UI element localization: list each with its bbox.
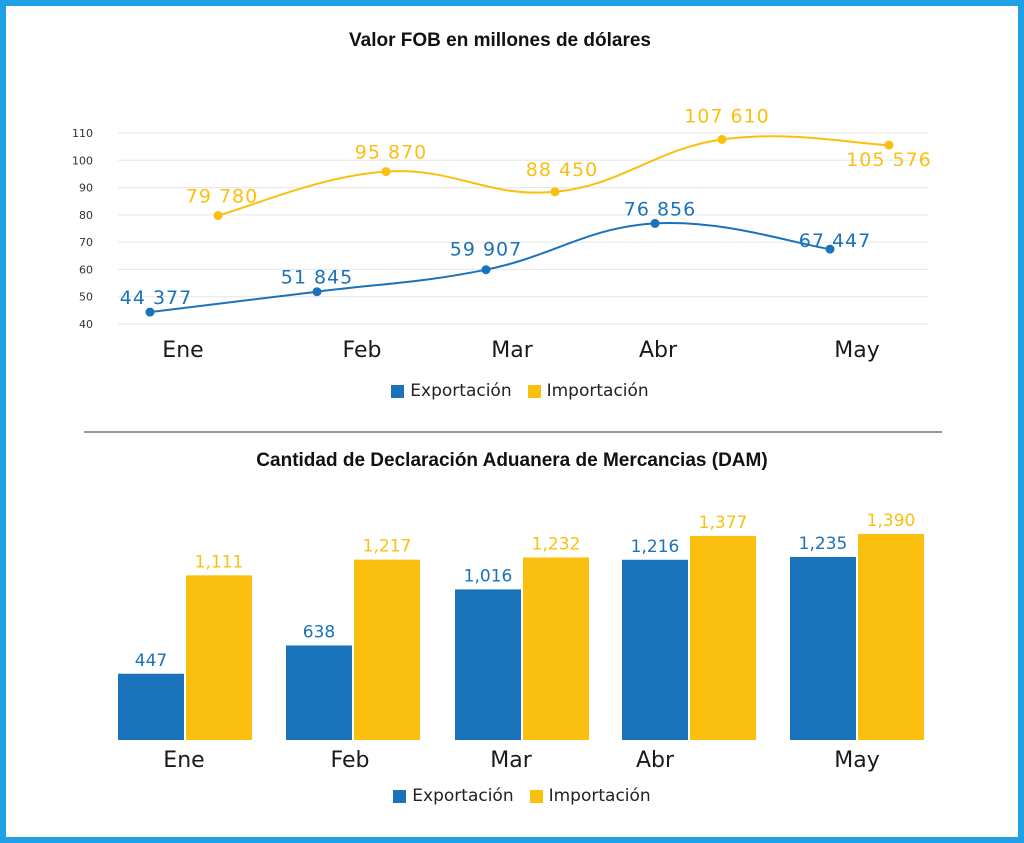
bar-import [523,557,589,740]
y-tick-label: 110 [72,127,93,140]
bar-export [118,673,184,740]
bar-value-label-import: 1,111 [195,552,244,572]
y-tick-label: 90 [79,182,93,195]
data-point-import [884,140,894,150]
data-label-import: 107 610 [684,106,770,128]
bar-chart-title: Cantidad de Declaración Aduanera de Merc… [256,450,768,471]
series-line-export [149,221,831,314]
section-divider [84,431,942,433]
y-tick-label: 100 [72,154,93,167]
bar-value-label-import: 1,217 [363,537,412,557]
bar-export [622,559,688,740]
x-tick-label: Ene [163,748,204,773]
legend-swatch-import [529,789,543,803]
bar-export [455,589,521,740]
bar-chart-legend: Exportación Importación [10,786,1024,806]
bar-value-label-import: 1,377 [699,513,748,533]
bar-import [354,559,420,740]
data-point-export [650,218,660,228]
legend-item-import: Importación [527,381,649,401]
legend-swatch-export [391,384,405,398]
data-label-import: 79 780 [186,186,258,208]
legend-item-import: Importación [529,786,651,806]
legend-item-export: Exportación [393,786,514,806]
line-chart-legend: Exportación Importación [8,381,1024,401]
bar-import [690,535,756,740]
data-label-import: 95 870 [355,142,427,164]
data-point-export [145,307,155,317]
x-tick-label: Ene [162,338,203,363]
x-tick-label: May [834,748,879,773]
x-tick-label: Mar [490,748,532,773]
bar-export [286,645,352,740]
y-tick-label: 70 [79,236,93,249]
legend-label-import: Importación [546,381,649,401]
x-tick-label: Abr [636,748,675,773]
data-point-export [481,265,491,275]
data-label-export: 76 856 [624,198,696,220]
data-point-import [381,167,391,177]
legend-label-import: Importación [548,786,651,806]
legend-label-export: Exportación [410,381,512,401]
data-label-export: 67 447 [799,230,871,252]
legend-swatch-import [527,384,541,398]
bar-import [186,575,252,740]
y-tick-label: 60 [79,263,93,276]
legend-item-export: Exportación [391,381,512,401]
y-tick-label: 40 [79,318,93,331]
bar-value-label-export: 1,216 [631,537,680,557]
bar-value-label-export: 1,016 [464,566,513,586]
y-tick-label: 80 [79,209,93,222]
bar-import [858,534,924,740]
bar-value-label-export: 638 [303,622,335,642]
legend-swatch-export [393,789,407,803]
x-tick-label: Feb [343,338,382,363]
data-label-export: 44 377 [120,287,192,309]
data-point-import [717,135,727,144]
data-point-export [825,244,835,254]
x-tick-label: Mar [491,338,533,363]
data-point-export [312,287,322,297]
line-chart-title: Valor FOB en millones de dólares [349,30,651,51]
bar-export [790,556,856,740]
x-tick-label: Abr [639,338,678,363]
bar-value-label-import: 1,232 [532,534,581,554]
data-point-import [550,187,560,197]
bar-value-label-export: 1,235 [799,534,848,554]
data-point-import [213,211,223,220]
legend-label-export: Exportación [412,786,514,806]
data-label-import: 105 576 [846,149,932,171]
bar-value-label-export: 447 [135,651,167,671]
y-tick-label: 50 [79,291,93,304]
bar-value-label-import: 1,390 [867,511,916,531]
x-tick-label: Feb [331,748,370,773]
x-tick-label: May [834,338,879,363]
data-label-export: 51 845 [281,267,353,289]
data-label-export: 59 907 [450,239,522,261]
data-label-import: 88 450 [526,159,598,181]
